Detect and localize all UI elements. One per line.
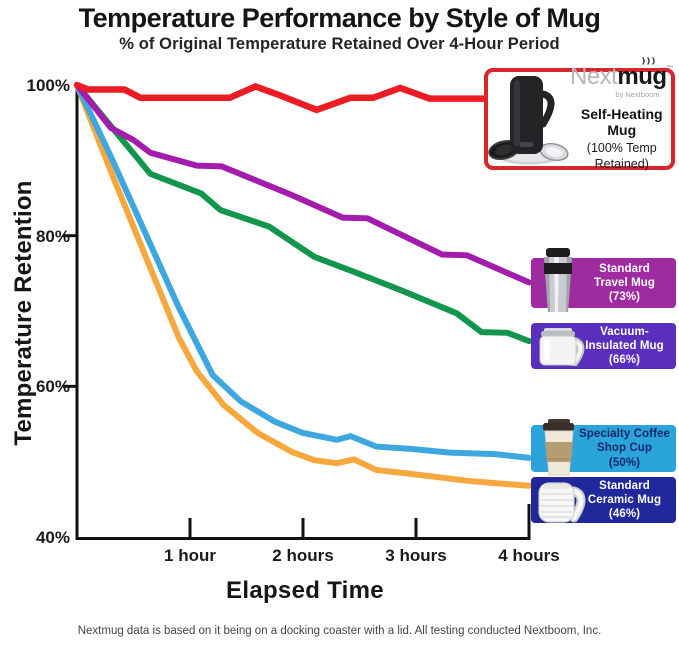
series-line: Standard Travel Mug: [74, 82, 532, 286]
nextmug-byline: by Nextboom: [615, 90, 660, 100]
vacuum-insulated-mug-icon: [539, 328, 585, 366]
nextmug-label: Self-Heating Mug: [580, 106, 663, 139]
chart-title: Temperature Performance by Style of Mug: [78, 3, 601, 33]
steam-icon: [642, 57, 656, 66]
series-line: Standard Ceramic Mug: [74, 82, 532, 489]
y-tick-label: 60%: [35, 377, 70, 397]
x-tick-label: 2 hours: [272, 546, 334, 565]
x-axis-title: Elapsed Time: [226, 577, 384, 604]
nextmug-retention: (100% Temp Retained): [586, 141, 657, 171]
y-tick-label: 80%: [35, 226, 70, 246]
series-line: Specialty Coffee Shop Cup: [74, 82, 532, 461]
specialty-coffee-cup-icon: [543, 419, 574, 476]
x-tick-label: 1 hour: [164, 546, 216, 565]
y-tick-label: 40%: [35, 528, 70, 547]
legend-label: Specialty Coffee Shop Cup (50%): [578, 428, 671, 469]
logo-mug-text: mug: [617, 57, 667, 90]
nextmug-logo: Next mug™: [570, 57, 674, 91]
travel-mug-icon: [544, 248, 572, 312]
legend-label: Standard Ceramic Mug (46%): [587, 479, 662, 520]
chart-subtitle: % of Original Temperature Retained Over …: [119, 35, 560, 53]
legend-label: Vacuum- Insulated Mug (66%): [585, 325, 664, 366]
trademark-symbol: ™: [666, 65, 674, 73]
x-tick-label: 3 hours: [385, 546, 447, 565]
y-axis-title: Temperature Retention: [10, 180, 37, 446]
nextmug-product-image: [488, 72, 570, 166]
y-tick-label: 100%: [26, 76, 70, 95]
nextmug-callout: Next mug™ by Nextboom Self-Heating Mug (1…: [484, 57, 675, 171]
logo-next-text: Next: [570, 63, 618, 91]
legend-label: Standard Travel Mug (73%): [593, 262, 656, 303]
series-line: Nextmug Self-Heating Mug: [73, 81, 533, 114]
self-heating-mug-icon: [488, 76, 569, 165]
series-line: Vacuum-Insulated Mug: [74, 82, 532, 345]
ceramic-mug-icon: [538, 482, 586, 523]
footer-disclaimer: Nextmug data is based on it being on a d…: [77, 625, 602, 637]
x-tick-label: 4 hours: [498, 546, 560, 565]
